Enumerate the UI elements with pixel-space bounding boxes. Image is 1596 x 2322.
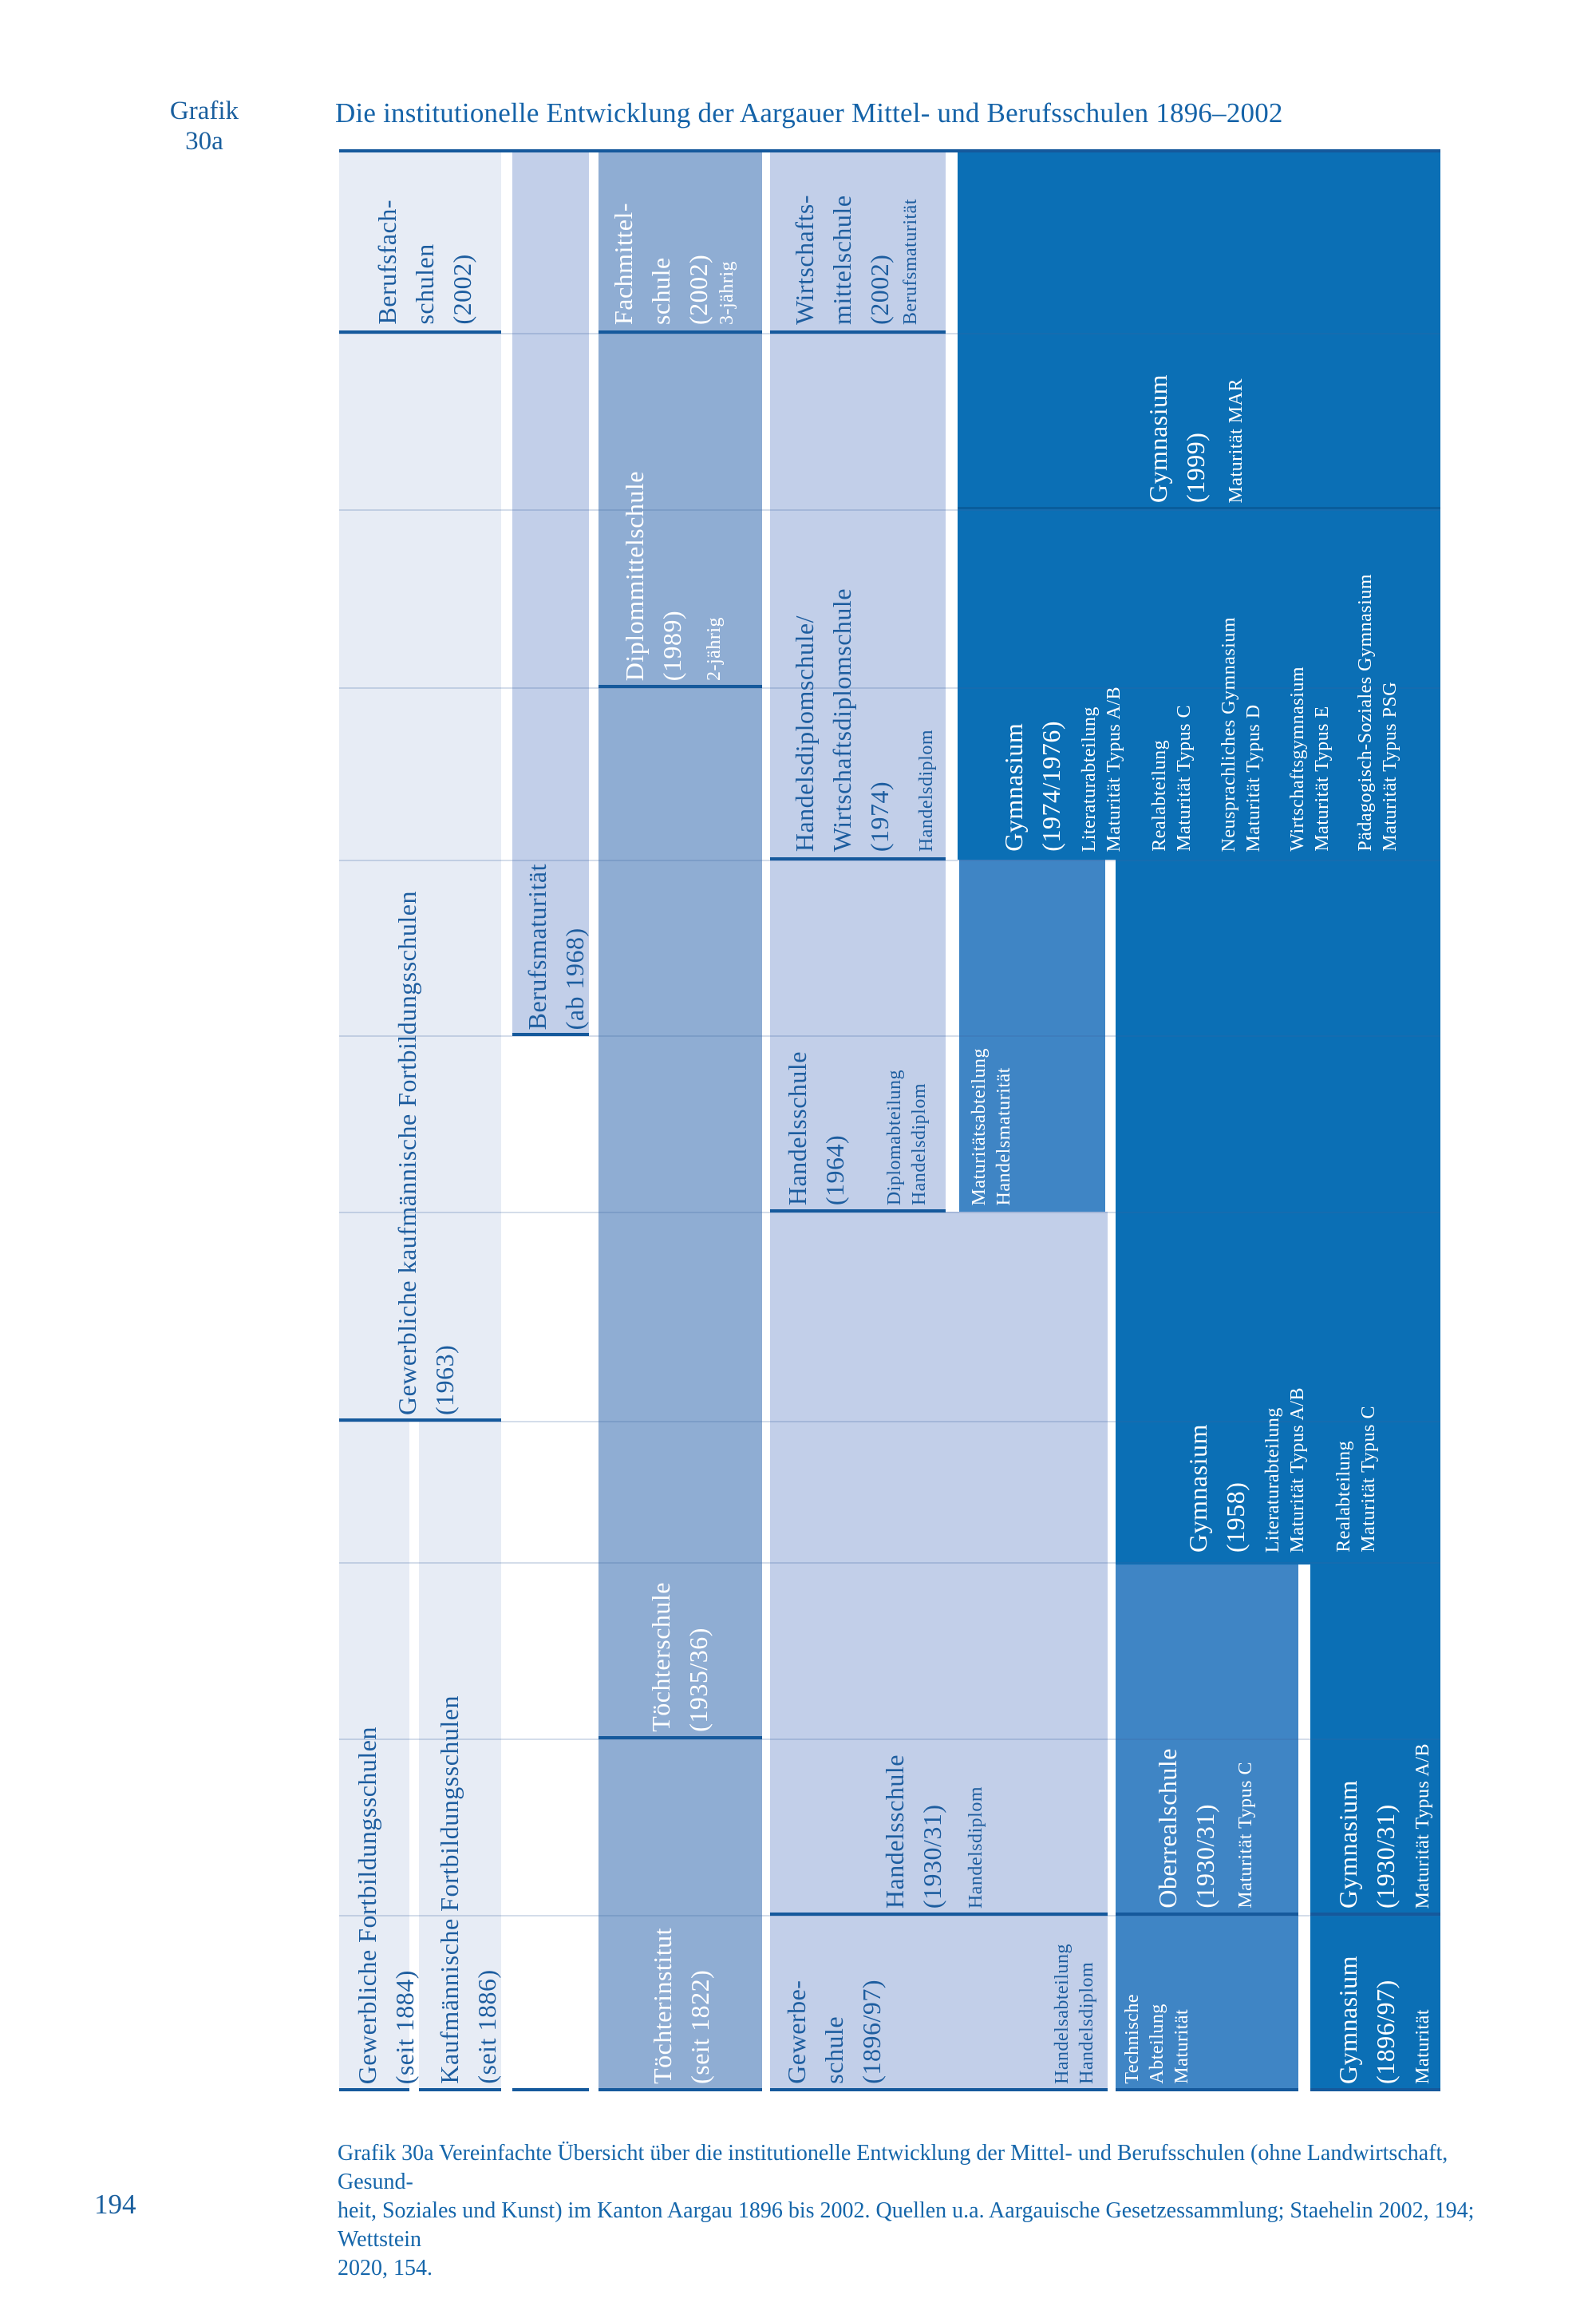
figure-number-label: Grafik 30a <box>169 97 239 156</box>
block-handels-region-lower <box>770 1212 1108 2091</box>
block-toechter-column <box>598 152 762 2091</box>
year-hairline <box>339 509 1440 511</box>
year-line <box>958 507 1440 509</box>
block-gymnasium-1930-column <box>1310 1564 1440 2091</box>
year-line <box>1310 2088 1440 2091</box>
year-line <box>419 2088 501 2091</box>
year-line <box>598 2088 762 2091</box>
year-hairline <box>339 1035 1440 1037</box>
year-hairline <box>339 687 1440 689</box>
block-handels-column-upper <box>770 152 946 1212</box>
year-line <box>339 330 501 334</box>
year-hairline <box>339 860 1440 861</box>
block-berufsmaturitaet-column <box>512 152 589 1035</box>
block-fortbildung-merged-column <box>339 333 501 1421</box>
page-title: Die institutionelle Entwicklung der Aarg… <box>335 97 1283 129</box>
year-hairline <box>339 1562 1440 1564</box>
figure-caption: Grafik 30a Vereinfachte Übersicht über d… <box>338 2139 1503 2283</box>
year-line <box>1116 2088 1298 2091</box>
year-line <box>770 857 946 860</box>
year-line <box>598 685 762 688</box>
block-kaufmaennische-fortbildung-column <box>419 1421 501 2091</box>
year-line <box>512 1033 589 1036</box>
year-line <box>770 330 946 334</box>
block-berufsfachschulen-2002-box <box>339 152 501 333</box>
year-hairline <box>339 1212 1440 1213</box>
year-line <box>598 1736 762 1739</box>
year-line <box>339 149 1440 152</box>
year-line <box>770 2088 1108 2091</box>
block-oberrealschule-column <box>1116 1564 1298 2091</box>
year-line <box>512 2088 589 2091</box>
year-hairline <box>339 1739 1440 1740</box>
year-line <box>339 1418 501 1422</box>
block-maturitaetsabteilung-block <box>959 860 1105 1212</box>
year-line <box>1116 1913 1298 1916</box>
year-hairline <box>339 1421 1440 1422</box>
page-number: 194 <box>94 2189 136 2220</box>
year-line <box>770 1209 946 1212</box>
year-line <box>598 330 762 334</box>
block-gymnasium-1958-block <box>1116 860 1440 1564</box>
figure-caption-line: Grafik 30a Vereinfachte Übersicht über d… <box>338 2141 1448 2194</box>
year-hairline <box>339 333 1440 334</box>
block-gymnasium-main-block <box>958 152 1440 860</box>
year-line <box>770 1913 1108 1916</box>
year-line <box>339 2088 409 2091</box>
figure-caption-line: heit, Soziales und Kunst) im Kanton Aarg… <box>338 2198 1475 2252</box>
block-gewerbliche-fortbildung-column <box>339 1421 409 2091</box>
year-hairline <box>339 1915 1440 1917</box>
figure-caption-line: 2020, 154. <box>338 2256 433 2280</box>
year-line <box>1310 1913 1440 1916</box>
